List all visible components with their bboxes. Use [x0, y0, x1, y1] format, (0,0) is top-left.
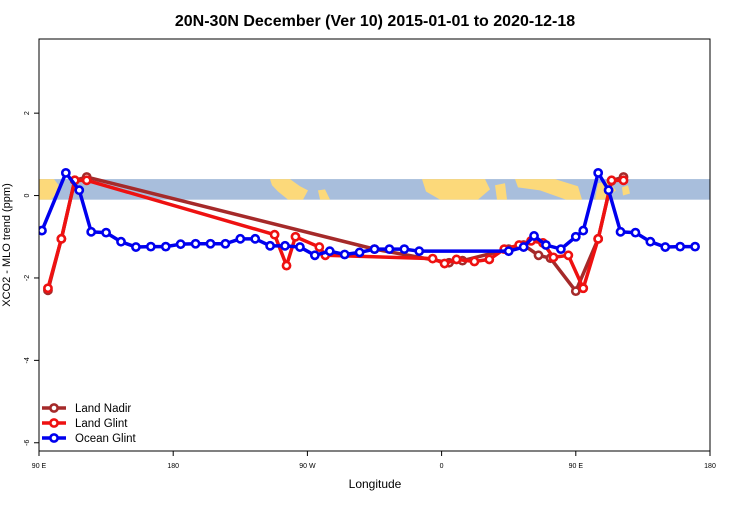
data-point — [618, 175, 629, 186]
map-land-6 — [515, 179, 582, 200]
data-point — [160, 241, 171, 252]
data-point — [603, 185, 614, 196]
data-point — [384, 244, 395, 255]
x-tick-label: 0 — [440, 463, 444, 470]
legend: Land Nadir Land Glint Ocean Glint — [42, 403, 137, 445]
map-land-4 — [422, 179, 490, 200]
data-point — [593, 233, 604, 244]
legend-item: Land Nadir — [42, 403, 131, 415]
y-tick-label: -2 — [24, 275, 31, 281]
data-point — [548, 252, 559, 263]
data-point — [660, 242, 671, 252]
data-point — [190, 238, 201, 249]
y-axis-label: XCO2 - MLO trend (ppm) — [1, 183, 13, 306]
data-point — [469, 256, 480, 267]
data-point — [484, 254, 495, 265]
data-point — [427, 253, 438, 264]
data-point — [235, 233, 246, 244]
y-tick-label: 2 — [24, 111, 31, 115]
map-land-8 — [622, 185, 630, 196]
series-layer — [39, 167, 700, 297]
data-point — [220, 238, 231, 249]
data-point — [269, 229, 280, 240]
data-point — [116, 236, 126, 247]
data-point — [205, 238, 216, 249]
data-point — [290, 231, 301, 242]
data-point — [675, 241, 686, 252]
data-point — [645, 236, 656, 247]
data-point — [529, 231, 539, 241]
data-point — [309, 250, 320, 261]
legend-label: Ocean Glint — [75, 433, 137, 445]
data-point — [369, 244, 380, 255]
x-tick-label: 180 — [167, 463, 179, 470]
x-tick-label: 90 E — [32, 463, 47, 470]
data-point — [314, 242, 325, 252]
legend-marker — [49, 403, 59, 413]
data-point — [56, 233, 67, 244]
data-point — [593, 167, 604, 178]
data-point — [615, 226, 626, 237]
data-point — [324, 246, 335, 257]
data-point — [265, 240, 276, 251]
map-land-5 — [495, 183, 507, 200]
legend-label: Land Nadir — [75, 403, 131, 415]
data-point — [295, 242, 305, 252]
x-tick-label: 90 W — [299, 463, 316, 470]
data-point — [250, 233, 261, 244]
map-land-2 — [270, 179, 308, 200]
x-axis-label: Longitude — [349, 477, 402, 491]
data-point — [503, 246, 514, 257]
data-point — [280, 240, 290, 251]
data-point — [606, 175, 617, 186]
y-tick-label: -4 — [24, 357, 31, 363]
data-point — [533, 250, 544, 261]
series-line — [46, 178, 624, 291]
legend-item: Land Glint — [42, 418, 128, 430]
data-point — [101, 227, 111, 238]
data-point — [570, 231, 581, 242]
legend-label: Land Glint — [75, 418, 128, 430]
data-point — [541, 240, 551, 250]
plot-frame — [38, 38, 711, 452]
x-tick-label: 180 — [704, 463, 716, 470]
data-point — [690, 241, 700, 252]
x-axis: 90 E 180 90 W 0 90 E 180 — [32, 451, 716, 470]
y-axis: 2 0 -2 -4 -6 — [24, 111, 39, 446]
map-land-3 — [318, 189, 330, 200]
data-point — [630, 227, 641, 238]
chart-title: 20N-30N December (Ver 10) 2015-01-01 to … — [175, 13, 575, 30]
data-point — [578, 225, 589, 236]
legend-item: Ocean Glint — [42, 433, 137, 445]
data-point — [281, 260, 292, 271]
data-point — [414, 246, 425, 257]
x-tick-label: 90 E — [569, 463, 584, 470]
legend-marker — [49, 418, 59, 428]
data-point — [175, 239, 186, 250]
data-point — [399, 244, 410, 255]
data-point — [518, 242, 529, 252]
y-tick-label: 0 — [24, 194, 31, 198]
data-point — [451, 254, 462, 265]
data-point — [86, 226, 97, 237]
data-point — [131, 242, 141, 252]
data-point — [578, 283, 589, 294]
data-point — [439, 258, 450, 269]
series-ocean-glint — [39, 167, 700, 261]
legend-marker — [49, 433, 59, 443]
data-point — [39, 225, 47, 236]
y-tick-label: -6 — [24, 440, 31, 446]
data-point — [563, 250, 574, 261]
data-point — [60, 167, 71, 178]
data-point — [81, 175, 92, 186]
data-point — [339, 249, 350, 260]
data-point — [354, 247, 365, 258]
data-point — [145, 241, 156, 252]
data-point — [74, 185, 85, 196]
data-point — [570, 286, 581, 297]
data-point — [555, 244, 566, 255]
data-point — [43, 283, 53, 294]
